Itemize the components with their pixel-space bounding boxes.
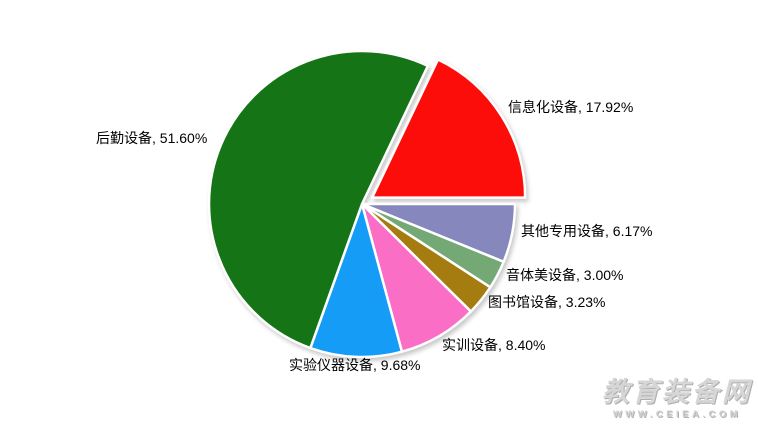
pie-slice-6 bbox=[207, 49, 430, 350]
pie-slices bbox=[207, 49, 527, 359]
slice-label-4: 实训设备, 8.40% bbox=[442, 337, 546, 353]
slice-label-3: 图书馆设备, 3.23% bbox=[488, 294, 606, 310]
watermark-brand-text: 教育装备网 bbox=[602, 377, 752, 408]
pie-slice-5 bbox=[309, 202, 404, 359]
slice-label-1: 其他专用设备, 6.17% bbox=[521, 223, 653, 239]
slice-label-0: 信息化设备, 17.92% bbox=[508, 99, 634, 115]
slice-label-2: 音体美设备, 3.00% bbox=[506, 267, 624, 283]
slice-label-5: 实验仪器设备, 9.68% bbox=[289, 357, 421, 373]
watermark-url-text: WWW.CEIEA.COM bbox=[612, 409, 742, 420]
watermark: 教育装备网 WWW.CEIEA.COM bbox=[602, 377, 752, 421]
slice-label-6: 后勤设备, 51.60% bbox=[96, 130, 208, 146]
pie-slice-0 bbox=[370, 58, 527, 199]
